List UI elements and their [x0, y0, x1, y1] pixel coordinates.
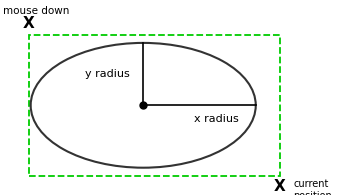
- Text: mouse down: mouse down: [3, 6, 70, 16]
- Text: y radius: y radius: [85, 69, 130, 79]
- Bar: [29, 35, 280, 176]
- Text: X: X: [23, 16, 35, 31]
- Text: x radius: x radius: [194, 114, 239, 124]
- Text: current
position: current position: [293, 179, 332, 195]
- Text: X: X: [274, 179, 285, 194]
